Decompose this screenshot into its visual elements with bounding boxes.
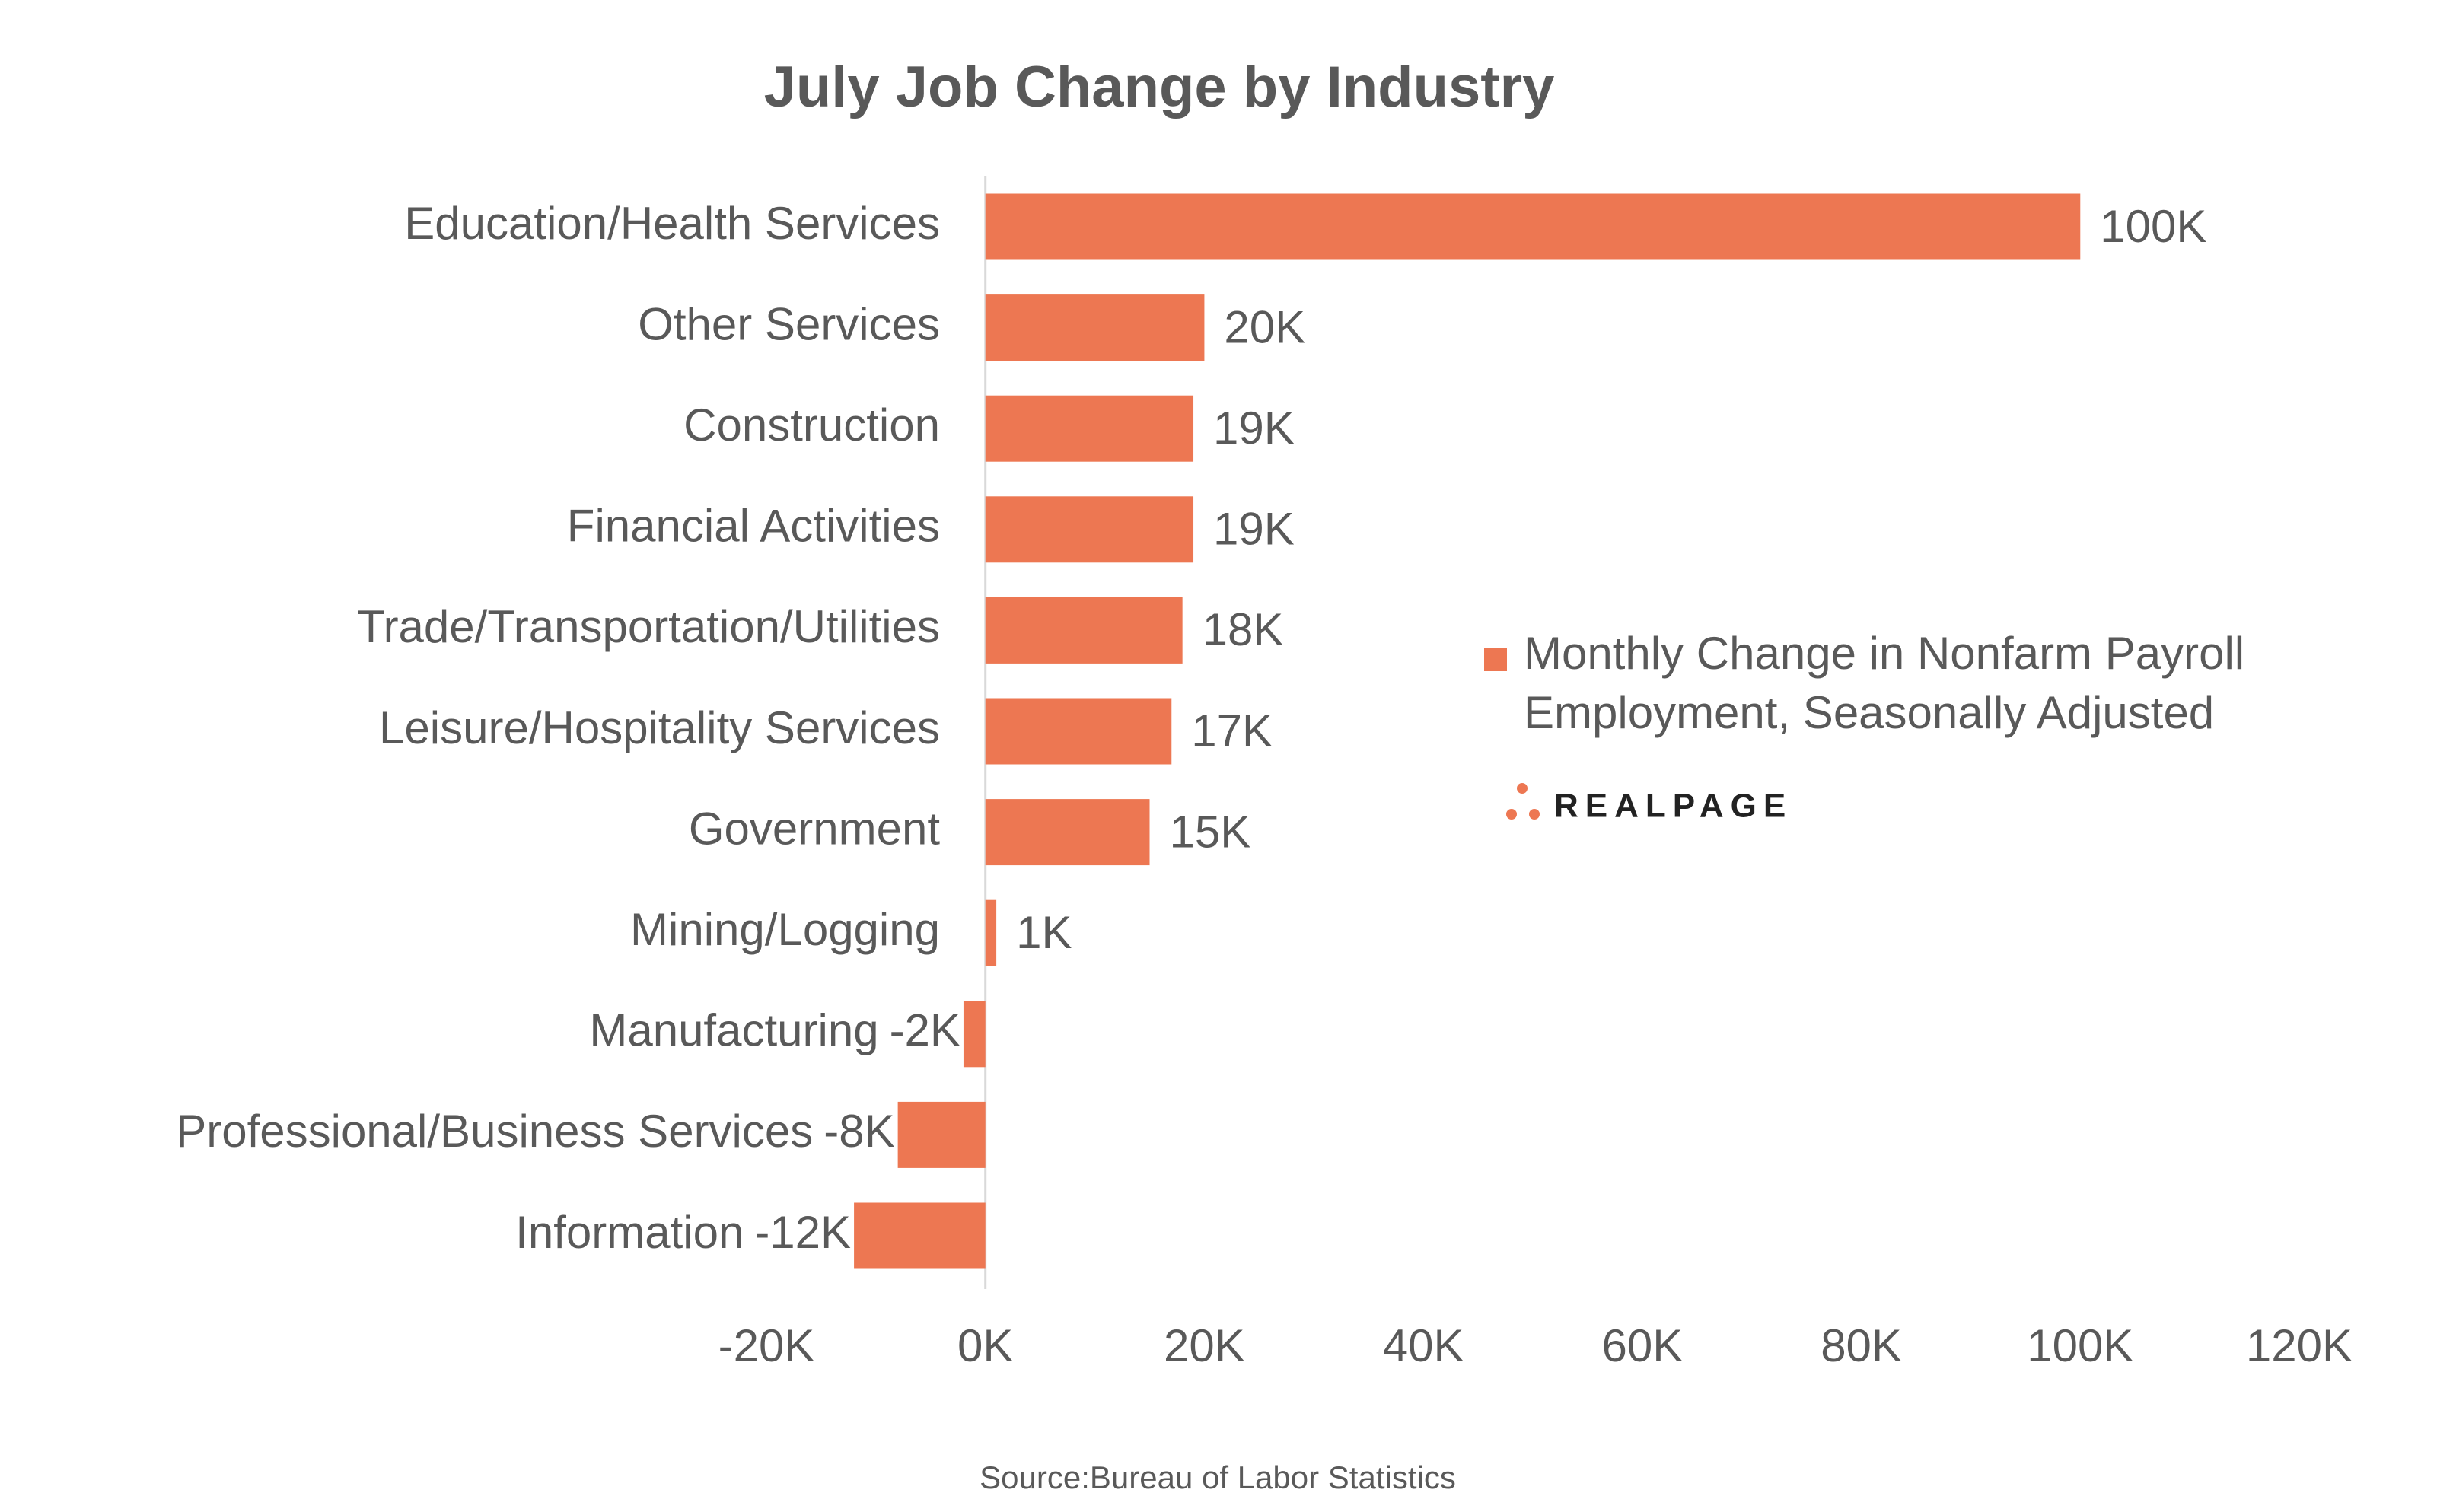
y-tick-label: Education/Health Services bbox=[404, 198, 940, 249]
value-label: 17K bbox=[1191, 705, 1273, 756]
bar bbox=[985, 799, 1150, 866]
legend: Monthly Change in Nonfarm Payroll Employ… bbox=[1484, 624, 2337, 743]
value-label: 15K bbox=[1170, 806, 1251, 857]
value-label: 20K bbox=[1224, 301, 1305, 352]
x-tick-label: 20K bbox=[1164, 1320, 1245, 1371]
value-label: -2K bbox=[890, 1005, 960, 1056]
y-tick-label: Construction bbox=[683, 399, 940, 450]
y-tick-label: Mining/Logging bbox=[630, 904, 940, 955]
x-tick-label: 60K bbox=[1601, 1320, 1683, 1371]
y-tick-label: Professional/Business Services bbox=[176, 1106, 813, 1157]
x-tick-label: 120K bbox=[2246, 1320, 2353, 1371]
bar bbox=[985, 193, 2081, 260]
legend-label: Monthly Change in Nonfarm Payroll Employ… bbox=[1524, 628, 2245, 738]
logo-dot bbox=[1517, 783, 1528, 794]
y-tick-label: Other Services bbox=[638, 298, 940, 349]
chart-title: July Job Change by Industry bbox=[764, 55, 1555, 119]
y-tick-label: Trade/Transportation/Utilities bbox=[357, 601, 940, 652]
y-tick-label: Government bbox=[689, 803, 940, 854]
bar bbox=[897, 1101, 986, 1168]
y-tick-label: Information bbox=[515, 1207, 744, 1258]
value-label: 18K bbox=[1203, 604, 1284, 655]
x-tick-label: 40K bbox=[1383, 1320, 1464, 1371]
logo-dot bbox=[1506, 809, 1517, 820]
x-tick-label: 0K bbox=[957, 1320, 1013, 1371]
bar bbox=[985, 395, 1194, 462]
y-tick-label: Manufacturing bbox=[589, 1005, 878, 1056]
value-label: 100K bbox=[2100, 201, 2206, 252]
value-label: 19K bbox=[1213, 403, 1295, 454]
value-label: 1K bbox=[1016, 907, 1072, 958]
logo-dot bbox=[1529, 809, 1540, 820]
logo: REALPAGE bbox=[1506, 783, 1792, 825]
x-tick-label: 80K bbox=[1821, 1320, 1902, 1371]
value-label: -8K bbox=[823, 1106, 894, 1157]
y-tick-label: Financial Activities bbox=[567, 501, 940, 552]
bar bbox=[985, 597, 1183, 664]
bar bbox=[985, 698, 1172, 765]
bar bbox=[985, 899, 997, 966]
logo-text: REALPAGE bbox=[1554, 788, 1792, 825]
x-tick-label: -20K bbox=[718, 1320, 815, 1371]
x-tick-label: 100K bbox=[2027, 1320, 2133, 1371]
bar bbox=[963, 1001, 986, 1068]
value-label: 19K bbox=[1213, 504, 1295, 555]
bar bbox=[985, 496, 1194, 563]
bar bbox=[985, 294, 1205, 361]
value-label: -12K bbox=[754, 1207, 851, 1258]
source: Source:Bureau of Labor Statistics bbox=[980, 1459, 1456, 1495]
y-tick-label: Leisure/Hospitality Services bbox=[379, 702, 940, 753]
bar bbox=[854, 1202, 986, 1269]
legend-swatch bbox=[1484, 648, 1507, 671]
